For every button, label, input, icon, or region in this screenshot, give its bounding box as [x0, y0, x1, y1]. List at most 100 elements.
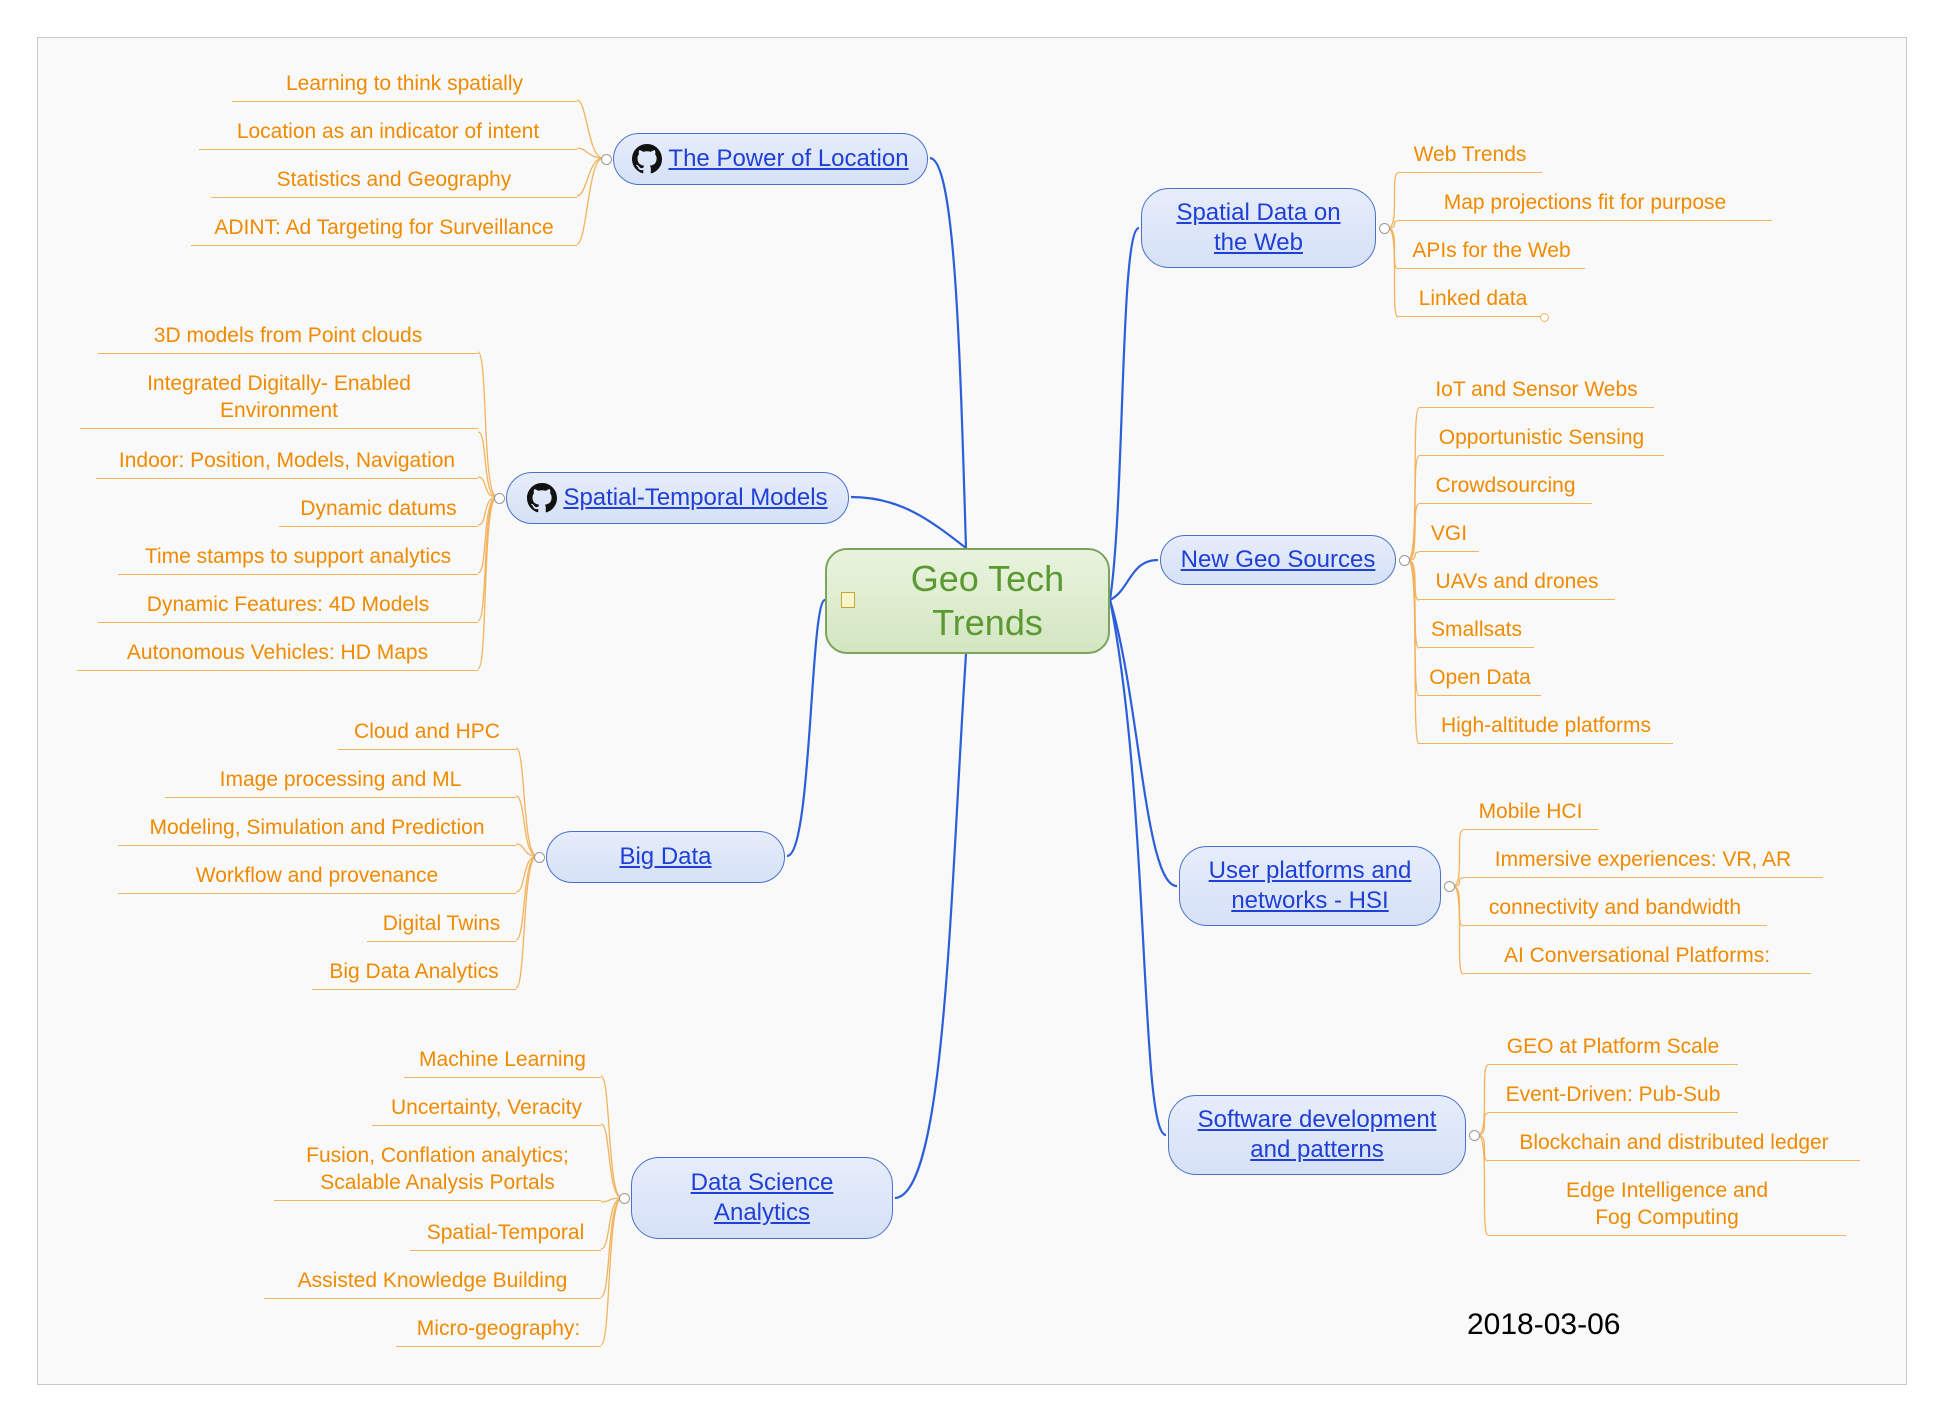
- collapse-toggle[interactable]: [1469, 1130, 1480, 1141]
- leaf-item[interactable]: Location as an indicator of intent: [199, 118, 577, 150]
- leaf-line: [600, 1197, 623, 1346]
- note-icon[interactable]: [841, 592, 855, 608]
- leaf-item[interactable]: 3D models from Point clouds: [98, 322, 478, 354]
- leaf-line: [576, 157, 604, 245]
- leaf-item[interactable]: Blockchain and distributed ledger: [1488, 1129, 1860, 1161]
- leaf-line: [1452, 885, 1464, 975]
- topic-label: Spatial-Temporal Models: [563, 484, 828, 511]
- central-topic[interactable]: Geo Tech Trends: [825, 548, 1110, 654]
- topic-label: Big Data: [619, 843, 712, 870]
- leaf-line: [1477, 1112, 1489, 1136]
- leaf-item[interactable]: VGI: [1419, 520, 1479, 552]
- collapse-toggle[interactable]: [1444, 881, 1455, 892]
- leaf-item[interactable]: Image processing and ML: [165, 766, 516, 798]
- leaf-item[interactable]: Machine Learning: [404, 1046, 601, 1078]
- leaf-line: [600, 1075, 623, 1199]
- branch-line: [1109, 558, 1159, 601]
- leaf-item[interactable]: Workflow and provenance: [118, 862, 516, 894]
- leaf-line: [477, 476, 498, 498]
- leaf-item[interactable]: connectivity and bandwidth: [1463, 894, 1767, 926]
- leaf-item[interactable]: Immersive experiences: VR, AR: [1463, 846, 1823, 878]
- leaf-line: [600, 1197, 623, 1203]
- leaf-item[interactable]: Indoor: Position, Models, Navigation: [96, 447, 478, 479]
- leaf-line: [1477, 1064, 1489, 1136]
- leaf-item[interactable]: Linked data: [1398, 285, 1548, 317]
- github-icon: [632, 144, 663, 174]
- topic-big-data[interactable]: Big Data: [546, 831, 785, 883]
- leaf-item[interactable]: Spatial-Temporal: [410, 1219, 601, 1251]
- leaf-item[interactable]: UAVs and drones: [1419, 568, 1615, 600]
- branch-line: [850, 495, 967, 549]
- leaf-item[interactable]: Big Data Analytics: [312, 958, 516, 990]
- leaf-line: [515, 843, 538, 857]
- topic-spatial-data-on-web[interactable]: Spatial Data on the Web: [1141, 188, 1376, 268]
- leaf-line: [515, 855, 538, 989]
- leaf-item[interactable]: Edge Intelligence and Fog Computing: [1488, 1177, 1846, 1236]
- topic-label: The Power of Location: [668, 145, 909, 172]
- leaf-item[interactable]: Digital Twins: [367, 910, 516, 942]
- leaf-item[interactable]: Mobile HCI: [1463, 798, 1598, 830]
- expand-toggle[interactable]: [1540, 313, 1549, 322]
- leaf-item[interactable]: Open Data: [1419, 664, 1541, 696]
- topic-power-of-location[interactable]: The Power of Location: [613, 133, 928, 185]
- leaf-line: [515, 747, 538, 857]
- collapse-toggle[interactable]: [1379, 223, 1390, 234]
- topic-new-geo-sources[interactable]: New Geo Sources: [1160, 535, 1396, 585]
- leaf-line: [1452, 829, 1464, 887]
- topic-label: Software development and patterns: [1197, 1106, 1437, 1163]
- leaf-item[interactable]: Map projections fit for purpose: [1398, 189, 1772, 221]
- leaf-line: [1407, 455, 1420, 561]
- leaf-line: [576, 147, 604, 159]
- leaf-line: [1407, 559, 1420, 649]
- leaf-item[interactable]: Assisted Knowledge Building: [264, 1267, 601, 1299]
- leaf-item[interactable]: Learning to think spatially: [232, 70, 577, 102]
- leaf-line: [477, 496, 498, 670]
- topic-software-development[interactable]: Software development and patterns: [1168, 1095, 1466, 1175]
- leaf-line: [600, 1123, 623, 1199]
- topic-data-science-analytics[interactable]: Data Science Analytics: [631, 1157, 893, 1239]
- leaf-item[interactable]: APIs for the Web: [1398, 237, 1585, 269]
- collapse-toggle[interactable]: [534, 852, 545, 863]
- leaf-item[interactable]: Micro-geography:: [396, 1315, 601, 1347]
- topic-spatial-temporal-models[interactable]: Spatial-Temporal Models: [506, 472, 849, 524]
- collapse-toggle[interactable]: [1399, 555, 1410, 566]
- central-topic-label: Geo Tech Trends: [910, 558, 1065, 643]
- leaf-item[interactable]: Smallsats: [1419, 616, 1534, 648]
- topic-user-platforms[interactable]: User platforms and networks - HSI: [1179, 846, 1441, 926]
- leaf-item[interactable]: Opportunistic Sensing: [1419, 424, 1664, 456]
- leaf-item[interactable]: Web Trends: [1398, 141, 1542, 173]
- leaf-item[interactable]: Event-Driven: Pub-Sub: [1488, 1081, 1738, 1113]
- leaf-line: [1387, 227, 1399, 270]
- branch-line: [1108, 226, 1140, 601]
- leaf-item[interactable]: Modeling, Simulation and Prediction: [118, 814, 516, 846]
- leaf-line: [477, 351, 498, 498]
- leaf-item[interactable]: Time stamps to support analytics: [118, 543, 478, 575]
- topic-label: Spatial Data on the Web: [1176, 199, 1341, 256]
- leaf-item[interactable]: ADINT: Ad Targeting for Surveillance: [191, 214, 577, 246]
- leaf-item[interactable]: Fusion, Conflation analytics; Scalable A…: [274, 1142, 601, 1201]
- leaf-item[interactable]: Statistics and Geography: [211, 166, 577, 198]
- collapse-toggle[interactable]: [619, 1193, 630, 1204]
- branch-line: [1108, 599, 1167, 1137]
- leaf-item[interactable]: Dynamic datums: [279, 495, 478, 527]
- leaf-line: [1452, 877, 1464, 887]
- branch-line: [894, 653, 968, 1200]
- leaf-line: [1387, 220, 1399, 229]
- leaf-item[interactable]: AI Conversational Platforms:: [1463, 942, 1811, 974]
- leaf-line: [1407, 551, 1420, 561]
- leaf-item[interactable]: High-altitude platforms: [1419, 712, 1673, 744]
- leaf-item[interactable]: Cloud and HPC: [338, 718, 516, 750]
- leaf-line: [576, 99, 604, 159]
- leaf-item[interactable]: Dynamic Features: 4D Models: [98, 591, 478, 623]
- github-icon: [527, 483, 558, 513]
- leaf-line: [1407, 559, 1420, 745]
- collapse-toggle[interactable]: [494, 493, 505, 504]
- leaf-item[interactable]: IoT and Sensor Webs: [1419, 376, 1654, 408]
- collapse-toggle[interactable]: [601, 154, 612, 165]
- leaf-item[interactable]: Integrated Digitally- Enabled Environmen…: [80, 370, 478, 429]
- leaf-item[interactable]: Crowdsourcing: [1419, 472, 1592, 504]
- leaf-item[interactable]: Autonomous Vehicles: HD Maps: [77, 639, 478, 671]
- leaf-item[interactable]: Uncertainty, Veracity: [372, 1094, 601, 1126]
- leaf-line: [1407, 503, 1420, 561]
- leaf-item[interactable]: GEO at Platform Scale: [1488, 1033, 1738, 1065]
